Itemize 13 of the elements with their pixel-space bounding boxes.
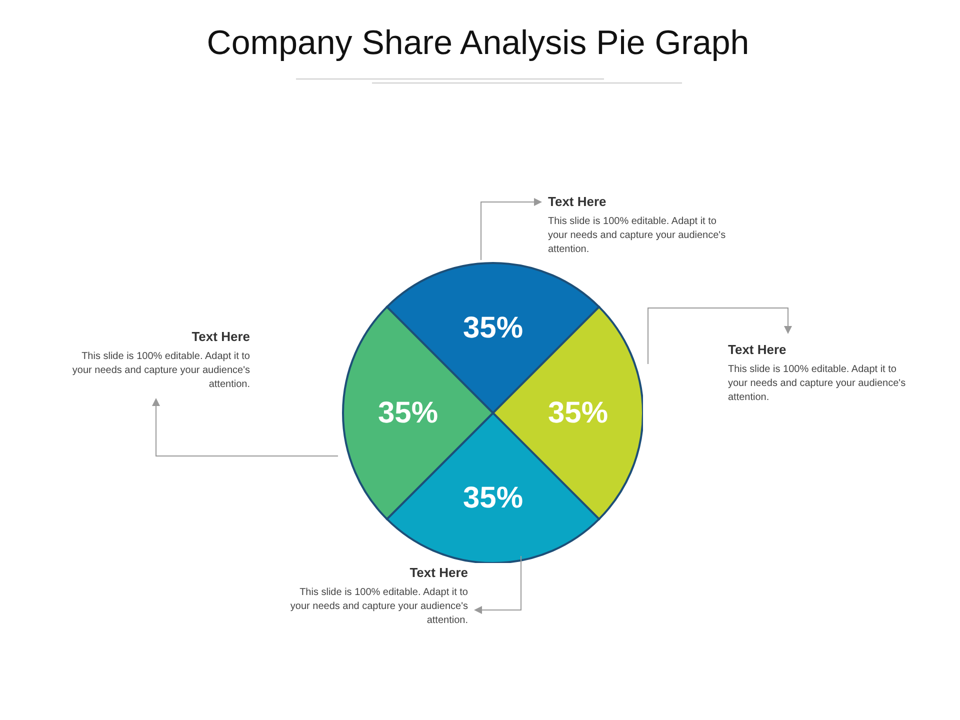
text: This slide is 100% editable. Adapt it to your needs and capture your audience's attention. (548, 215, 727, 257)
text: Text Here (548, 194, 608, 209)
text: Text Here (408, 565, 468, 580)
data-label: 35% (462, 312, 524, 344)
text: This slide is 100% editable. Adapt it to your needs and capture your audience's attention. (289, 586, 468, 628)
data-label: 35% (378, 396, 438, 430)
chart-title: Company Share Analysis Pie Graph (206, 24, 750, 63)
text: This slide is 100% editable. Adapt it to your needs and capture your audience's attention. (728, 363, 907, 405)
data-label: 35% (462, 482, 524, 514)
text: This slide is 100% editable. Adapt it to your needs and capture your audience's attention. (71, 350, 250, 392)
data-label: 35% (548, 396, 608, 430)
text: Text Here (190, 329, 250, 344)
text: Text Here (728, 342, 788, 357)
